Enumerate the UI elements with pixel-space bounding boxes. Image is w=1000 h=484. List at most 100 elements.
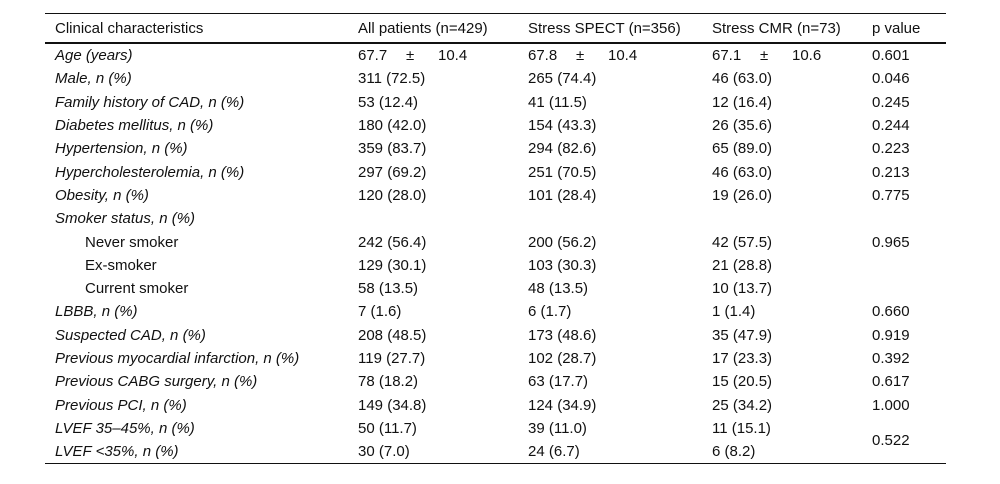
p-value-cell: 0.965 [872,233,910,251]
value-cell-stress-cmr: 21 (28.8) [712,256,773,274]
value-cell-stress-spect [528,207,712,230]
value-cell-all-patients: 297 (69.2) [358,163,427,181]
value-cell-stress-spect: 154 (43.3) [528,117,597,135]
row-label: Age (years) [55,47,133,65]
p-value-cell: 1.000 [872,396,910,414]
value-cell-all-patients: 7 (1.6) [358,303,402,321]
clinical-characteristics-table: Clinical characteristics All patients (n… [45,13,946,465]
p-value-cell: 0.245 [872,93,910,111]
table-row: LBBB, n (%) 7 (1.6) 6 (1.7) 1 (1.4) 0.660 [45,300,946,323]
value-cell-all-patients: 50 (11.7) [358,419,417,437]
row-label: Current smoker [85,280,189,298]
value-cell-all-patients: 149 (34.8) [358,396,427,414]
value-cell-stress-spect: 102 (28.7) [528,350,597,367]
col-header-stress-spect: Stress SPECT (n=356) [528,13,712,44]
row-label: LVEF <35%, n (%) [55,443,179,461]
col-header-p-value: p value [872,13,946,44]
value-cell-stress-cmr: 10 (13.7) [712,280,773,298]
mean-value: 67.7 [358,47,388,65]
p-value-cell: 0.601 [872,47,910,65]
header-row: Clinical characteristics All patients (n… [45,13,946,44]
p-value-cell: 0.617 [872,373,910,391]
value-cell-stress-cmr: 6 (8.2) [712,443,756,461]
table-row: Age (years) 67.7 ±10.4 67.8 ±10.4 67.1 ±10.6 0.… [45,43,946,67]
row-label: Hypercholesterolemia, n (%) [55,163,245,181]
value-cell-stress-spect: 103 (30.3) [528,256,597,274]
value-cell-stress-cmr: 17 (23.3) [712,350,773,367]
value-cell-stress-spect: 6 (1.7) [528,303,572,321]
value-cell-all-patients: 120 (28.0) [358,186,427,204]
p-value-cell: 0.046 [872,70,910,88]
p-value-cell: 0.392 [872,350,910,367]
row-label: Previous PCI, n (%) [55,396,187,414]
p-value-cell: 0.919 [872,326,910,344]
value-cell-stress-cmr: 46 (63.0) [712,163,773,181]
value-cell-all-patients: 208 (48.5) [358,326,427,344]
col-header-clinical-characteristics: Clinical characteristics [45,13,358,44]
value-cell-stress-cmr: 26 (35.6) [712,117,773,135]
row-label: Family history of CAD, n (%) [55,93,245,111]
value-cell-stress-cmr: 46 (63.0) [712,70,773,88]
value-cell-stress-cmr: 25 (34.2) [712,396,773,414]
row-label: Previous myocardial infarction, n (%) [55,350,300,367]
value-cell-stress-spect: 24 (6.7) [528,443,580,461]
value-cell-stress-cmr: 1 (1.4) [712,303,756,321]
value-cell-stress-cmr: 42 (57.5) [712,233,773,251]
table-row: Hypertension, n (%) 359 (83.7) 294 (82.6) 6… [45,137,946,160]
row-label: LBBB, n (%) [55,303,138,321]
table-row: Previous PCI, n (%) 149 (34.8) 124 (34.9) 2… [45,393,946,416]
table-row: Previous myocardial infarction, n (%) 119… [45,347,946,370]
plus-minus-sign: ± [576,47,585,65]
p-value-cell: 0.244 [872,117,910,135]
value-cell-all-patients: 53 (12.4) [358,93,419,111]
row-label: Male, n (%) [55,70,132,88]
value-cell-stress-spect: 294 (82.6) [528,140,597,158]
row-label: Ex-smoker [85,256,157,274]
value-cell-stress-spect: 67.8 ±10.4 [528,43,712,67]
table-row: Smoker status, n (%) [45,207,946,230]
row-label: LVEF 35–45%, n (%) [55,419,195,437]
value-cell-stress-spect: 39 (11.0) [528,419,587,437]
value-cell-all-patients: 129 (30.1) [358,256,427,274]
plus-minus-sign: ± [760,47,769,65]
value-cell-all-patients: 119 (27.7) [358,350,426,367]
p-value-cell: 0.775 [872,186,910,204]
table-row: Previous CABG surgery, n (%) 78 (18.2) 63 … [45,370,946,393]
value-cell-all-patients: 78 (18.2) [358,373,419,391]
row-label: Never smoker [85,233,179,251]
p-value-cell [872,207,946,230]
value-cell-all-patients: 180 (42.0) [358,117,427,135]
value-cell-stress-cmr: 11 (15.1) [712,419,771,437]
col-header-stress-cmr: Stress CMR (n=73) [712,13,872,44]
value-cell-stress-spect: 63 (17.7) [528,373,589,391]
plus-minus-sign: ± [406,47,415,65]
value-cell-stress-spect: 200 (56.2) [528,233,597,251]
row-label: Obesity, n (%) [55,186,149,204]
row-label: Diabetes mellitus, n (%) [55,117,214,135]
table-row: Diabetes mellitus, n (%) 180 (42.0) 154 (4… [45,114,946,137]
table-row: LVEF <35%, n (%) 30 (7.0) 24 (6.7) 6 (8.2) [45,440,946,464]
sd-value: 10.6 [792,47,822,65]
value-cell-all-patients: 311 (72.5) [358,70,426,88]
row-label: Previous CABG surgery, n (%) [55,373,258,391]
table-row: Never smoker 242 (56.4) 200 (56.2) 42 (57.5… [45,230,946,253]
table-row: Ex-smoker 129 (30.1) 103 (30.3) 21 (28.8) [45,254,946,277]
table-row: Family history of CAD, n (%) 53 (12.4) 41 … [45,91,946,114]
table-row: Current smoker 58 (13.5) 48 (13.5) 10 (13.7… [45,277,946,300]
col-header-all-patients: All patients (n=429) [358,13,528,44]
value-cell-stress-spect: 124 (34.9) [528,396,597,414]
p-value-cell [872,277,946,300]
value-cell-stress-cmr [712,207,872,230]
sd-value: 10.4 [608,47,638,65]
value-cell-all-patients: 359 (83.7) [358,140,427,158]
value-cell-all-patients [358,207,528,230]
value-cell-all-patients: 30 (7.0) [358,443,410,461]
value-cell-stress-spect: 48 (13.5) [528,280,589,298]
table-row: LVEF 35–45%, n (%) 50 (11.7) 39 (11.0) 11 (… [45,417,946,449]
value-cell-all-patients: 242 (56.4) [358,233,427,251]
table-row: Suspected CAD, n (%) 208 (48.5) 173 (48.6)… [45,324,946,347]
value-cell-stress-spect: 265 (74.4) [528,70,597,88]
value-cell-all-patients: 58 (13.5) [358,280,419,298]
row-label: Smoker status, n (%) [55,210,196,228]
